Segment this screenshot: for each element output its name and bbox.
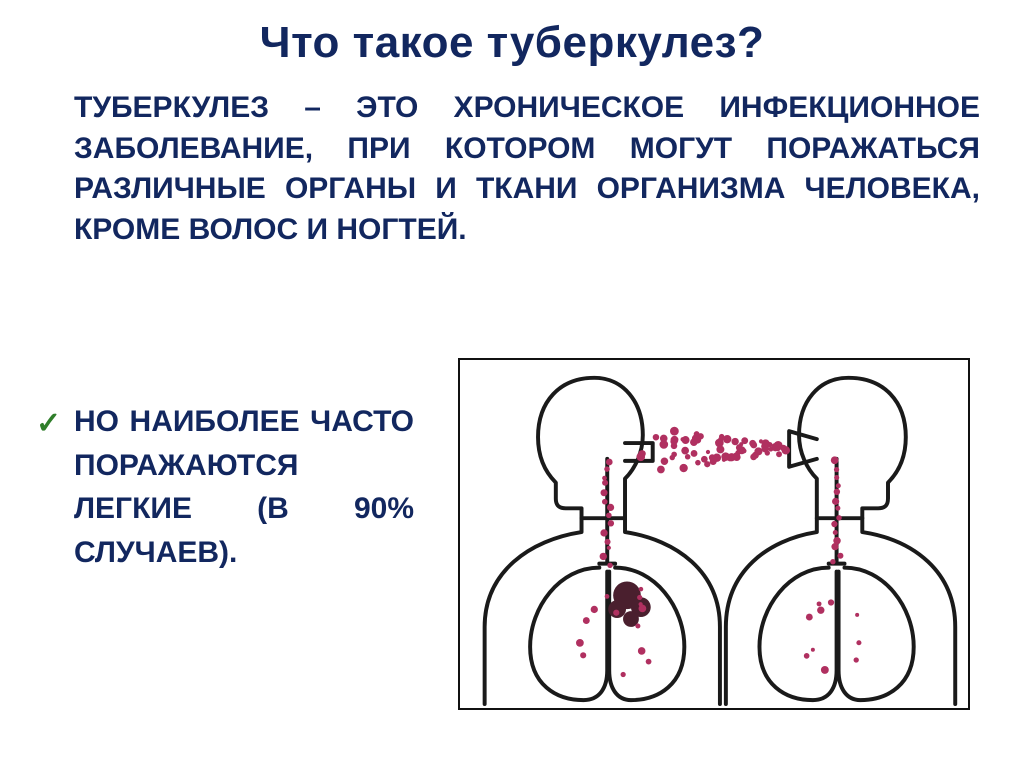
secondary-text: Но наиболее часто поражаются легкие (в 9… [74,405,414,569]
check-icon: ✓ [36,402,61,446]
definition-paragraph: ✓ ТУБЕРКУЛЕЗ – это хроническое инфекцион… [0,80,1024,250]
transmission-diagram [458,358,970,710]
secondary-paragraph: ✓ Но наиболее часто поражаются легкие (в… [74,400,414,574]
term-highlight: ТУБЕРКУЛЕЗ [74,91,269,124]
page-title: Что такое туберкулез? [0,0,1024,80]
